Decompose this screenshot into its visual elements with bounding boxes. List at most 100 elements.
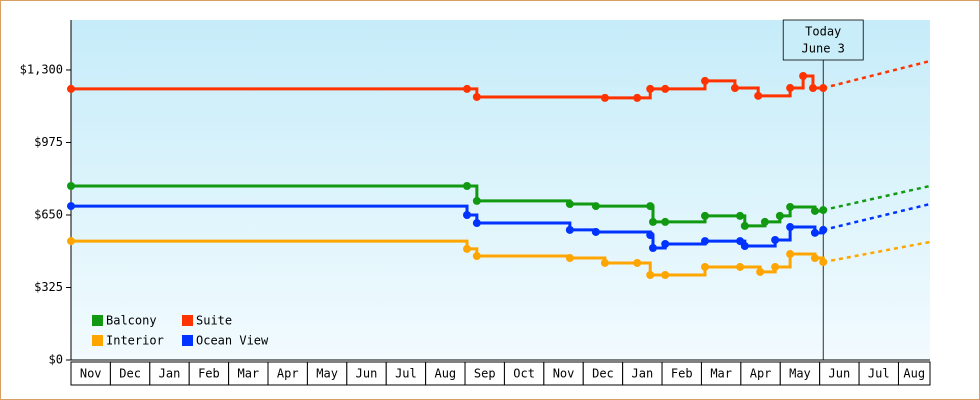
price-point — [646, 202, 655, 211]
price-point — [819, 225, 828, 234]
price-point — [633, 93, 642, 102]
x-tick-label: Apr — [750, 367, 772, 381]
price-point — [736, 211, 745, 220]
price-point — [67, 237, 75, 246]
x-tick-label: Jan — [159, 367, 181, 381]
legend-label: Ocean View — [196, 334, 269, 348]
price-point — [661, 239, 670, 248]
x-tick-label: May — [316, 367, 338, 381]
legend-label: Interior — [106, 334, 164, 348]
price-point — [808, 84, 817, 93]
y-tick-label: $325 — [34, 280, 63, 294]
today-label: June 3 — [802, 42, 845, 56]
price-point — [740, 241, 749, 250]
price-point — [648, 244, 657, 253]
price-point — [661, 271, 670, 279]
x-tick-label: Dec — [119, 367, 141, 381]
today-box — [782, 19, 864, 61]
price-point — [701, 76, 710, 85]
price-point — [786, 202, 795, 211]
price-point — [565, 225, 574, 234]
price-point — [786, 84, 795, 93]
price-point — [472, 252, 481, 261]
price-point — [756, 267, 765, 276]
price-point — [771, 235, 780, 244]
price-point — [775, 211, 784, 220]
price-point — [799, 71, 808, 80]
price-point — [67, 84, 75, 93]
price-point — [463, 244, 472, 253]
price-point — [565, 200, 574, 209]
price-point — [754, 91, 763, 100]
price-point — [810, 228, 819, 237]
legend-swatch — [92, 335, 103, 346]
x-tick-label: Jul — [868, 367, 890, 381]
price-point — [67, 202, 75, 211]
price-point — [67, 181, 75, 190]
legend-swatch — [182, 335, 193, 346]
x-tick-label: Jan — [632, 367, 654, 381]
legend-label: Suite — [196, 314, 232, 328]
price-point — [591, 227, 600, 236]
price-point — [730, 84, 739, 93]
price-point — [736, 262, 745, 271]
plot-area — [71, 20, 930, 360]
y-tick-label: $1,300 — [20, 62, 63, 76]
y-tick-label: $0 — [49, 353, 63, 367]
forecast-line — [822, 184, 931, 212]
price-point — [701, 211, 710, 220]
price-point — [760, 217, 769, 226]
price-point — [646, 231, 655, 240]
x-tick-label: Sep — [474, 367, 496, 381]
price-point — [819, 206, 828, 215]
x-tick-label: Mar — [237, 367, 259, 381]
forecast-line — [822, 59, 931, 90]
price-point — [786, 223, 795, 232]
price-point — [633, 258, 642, 267]
price-point — [463, 210, 472, 219]
price-point — [661, 217, 670, 226]
forecast-line — [822, 240, 931, 264]
price-point — [661, 84, 670, 93]
price-point — [648, 217, 657, 226]
price-point — [472, 219, 481, 228]
x-tick-label: Feb — [198, 367, 220, 381]
price-point — [463, 181, 472, 190]
price-point — [646, 271, 655, 279]
x-tick-label: Feb — [671, 367, 693, 381]
price-point — [646, 84, 655, 93]
x-tick-label: Nov — [80, 367, 102, 381]
x-tick-label: May — [789, 367, 811, 381]
legend-swatch — [182, 315, 193, 326]
price-point — [600, 258, 609, 267]
legend-swatch — [92, 315, 103, 326]
x-tick-label: Jun — [356, 367, 378, 381]
price-point — [819, 84, 828, 93]
price-point — [819, 258, 828, 267]
x-tick-label: Mar — [710, 367, 732, 381]
price-point — [701, 262, 710, 271]
price-point — [472, 196, 481, 205]
price-point — [701, 237, 710, 246]
x-tick-label: Jul — [395, 367, 417, 381]
today-label: Today — [805, 25, 841, 39]
x-tick-label: Oct — [513, 367, 535, 381]
price-point — [740, 221, 749, 230]
x-tick-label: Apr — [277, 367, 299, 381]
price-point — [591, 202, 600, 211]
price-point — [810, 254, 819, 263]
price-point — [771, 262, 780, 271]
price-point — [786, 250, 795, 259]
price-point — [463, 84, 472, 93]
x-tick-label: Dec — [592, 367, 614, 381]
x-tick-label: Aug — [434, 367, 456, 381]
legend-label: Balcony — [106, 314, 157, 328]
price-point — [565, 254, 574, 263]
x-tick-label: Nov — [553, 367, 575, 381]
price-point — [600, 93, 609, 102]
x-tick-label: Aug — [903, 367, 925, 381]
y-tick-label: $975 — [34, 135, 63, 149]
month-box — [897, 361, 931, 386]
